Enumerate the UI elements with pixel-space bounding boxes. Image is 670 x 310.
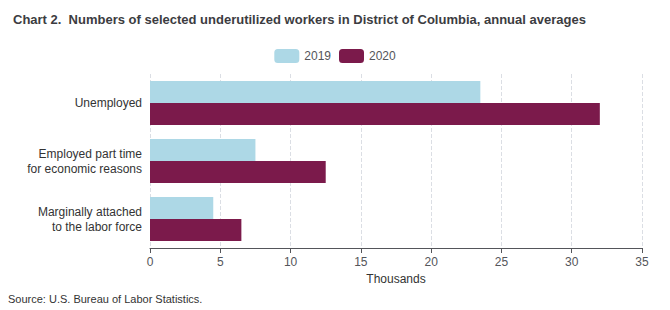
svg-text:25: 25 [495, 255, 509, 269]
svg-text:30: 30 [565, 255, 579, 269]
svg-text:10: 10 [284, 255, 298, 269]
svg-text:Employed part time: Employed part time [39, 147, 143, 161]
svg-text:Thousands: Thousands [366, 272, 425, 286]
svg-text:Marginally attached: Marginally attached [38, 205, 142, 219]
svg-text:15: 15 [354, 255, 368, 269]
svg-text:20: 20 [424, 255, 438, 269]
svg-text:Source: U.S. Bureau of Labor S: Source: U.S. Bureau of Labor Statistics. [8, 293, 202, 305]
svg-text:0: 0 [147, 255, 154, 269]
svg-text:Unemployed: Unemployed [75, 96, 142, 110]
svg-text:to the labor force: to the labor force [52, 220, 142, 234]
svg-text:2019: 2019 [304, 49, 331, 63]
svg-text:35: 35 [635, 255, 649, 269]
svg-text:Chart 2. Numbers of selected: Chart 2. Numbers of selected underutiliz… [13, 12, 586, 27]
svg-text:2020: 2020 [369, 49, 396, 63]
svg-text:5: 5 [217, 255, 224, 269]
svg-text:for economic reasons: for economic reasons [27, 162, 142, 176]
